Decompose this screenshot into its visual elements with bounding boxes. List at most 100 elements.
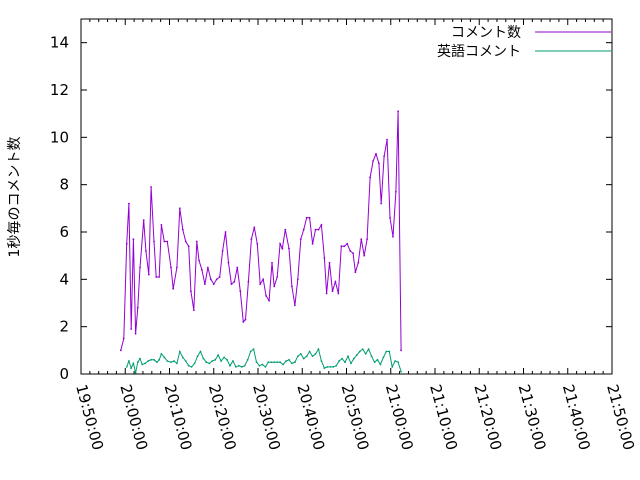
series-1-point xyxy=(293,361,296,364)
series-1-point xyxy=(361,348,364,351)
series-1-point xyxy=(255,361,258,364)
series-0-point xyxy=(352,252,355,255)
series-0-point xyxy=(233,280,236,283)
series-0-point xyxy=(383,155,386,158)
series-1-point xyxy=(205,361,208,364)
series-0-point xyxy=(142,219,145,222)
series-1-point xyxy=(139,357,141,360)
series-0-point xyxy=(250,238,253,241)
series-1-point xyxy=(308,350,311,353)
series-1-point xyxy=(160,352,163,355)
series-1-point xyxy=(134,371,137,374)
series-1-point xyxy=(190,366,193,368)
series-0-point xyxy=(170,266,172,269)
series-1-point xyxy=(352,357,355,360)
series-0-point xyxy=(366,238,369,241)
y-tick-label: 10 xyxy=(50,128,69,146)
series-1-point xyxy=(136,361,139,364)
series-1-point xyxy=(223,356,225,359)
series-0-point xyxy=(372,160,374,162)
series-0-point xyxy=(397,110,400,113)
series-0-point xyxy=(150,186,152,188)
series-1-point xyxy=(158,358,161,361)
series-0-point xyxy=(308,216,311,219)
series-0-point xyxy=(395,190,397,193)
series-1-point xyxy=(296,355,299,358)
series-1-point xyxy=(270,361,273,364)
series-0-point xyxy=(259,283,262,285)
series-1-point xyxy=(240,366,243,368)
series-1-point xyxy=(382,356,385,359)
series-0-point xyxy=(125,242,128,245)
series-0-point xyxy=(221,250,224,252)
series-0-point xyxy=(155,276,158,278)
series-0-point xyxy=(139,266,141,269)
series-1-point xyxy=(314,352,317,355)
series-0-point xyxy=(265,295,268,297)
series-0-point xyxy=(337,292,340,295)
series-0-point xyxy=(230,283,233,285)
series-1-point xyxy=(299,352,302,355)
series-1-point xyxy=(305,355,308,358)
series-1-point xyxy=(252,348,255,351)
series-1-point xyxy=(234,366,237,368)
legend-label-0: コメント数 xyxy=(451,25,521,41)
series-1-point xyxy=(178,350,181,353)
series-0-point xyxy=(279,242,282,245)
series-0-point xyxy=(198,259,200,262)
series-1-point xyxy=(217,354,220,356)
series-1-point xyxy=(302,357,305,360)
series-1-point xyxy=(153,358,155,361)
series-0-point xyxy=(328,261,331,264)
y-axis-label: 1秒毎のコメント数 xyxy=(7,137,23,258)
series-0-point xyxy=(305,216,308,219)
series-1-point xyxy=(338,360,341,362)
series-1-point xyxy=(258,364,261,367)
series-0-point xyxy=(354,271,357,274)
series-1-point xyxy=(193,362,196,365)
y-tick-label: 14 xyxy=(50,34,69,52)
series-0-point xyxy=(175,266,178,269)
series-0-point xyxy=(136,306,139,309)
series-1-point xyxy=(264,366,267,368)
series-0-point xyxy=(262,278,265,281)
series-1-point xyxy=(208,362,211,365)
series-1-point xyxy=(141,363,144,366)
series-0-point xyxy=(302,228,305,231)
series-1-point xyxy=(128,360,130,362)
series-0-point xyxy=(172,287,175,290)
series-0-point xyxy=(380,202,383,205)
y-tick-label: 8 xyxy=(59,176,69,194)
series-1-point xyxy=(288,358,290,361)
series-0-point xyxy=(343,245,346,248)
series-0-point xyxy=(204,283,206,285)
series-0-point xyxy=(349,250,352,252)
series-1-point xyxy=(267,361,270,364)
series-0-point xyxy=(224,231,227,233)
series-0-point xyxy=(181,228,184,231)
y-tick-label: 6 xyxy=(59,223,69,241)
series-0-point xyxy=(227,261,230,264)
series-1-point xyxy=(232,360,234,362)
series-1-point xyxy=(400,370,402,373)
series-0-point xyxy=(357,261,360,264)
series-1-point xyxy=(391,366,394,368)
series-1-point xyxy=(291,362,293,365)
series-1-point xyxy=(211,360,214,362)
series-1-point xyxy=(320,360,323,362)
series-0-point xyxy=(346,242,349,245)
series-0-point xyxy=(291,285,293,288)
series-1-point xyxy=(279,361,282,364)
series-1-point xyxy=(181,356,184,359)
series-0-point xyxy=(192,309,195,311)
series-0-point xyxy=(184,240,187,243)
series-0-point xyxy=(215,278,218,281)
series-0-point xyxy=(392,235,394,238)
series-1-point xyxy=(370,355,373,358)
legend-label-1: 英語コメント xyxy=(437,43,521,60)
series-0-point xyxy=(323,257,326,259)
series-0-point xyxy=(273,285,276,288)
series-1-point xyxy=(344,361,346,364)
